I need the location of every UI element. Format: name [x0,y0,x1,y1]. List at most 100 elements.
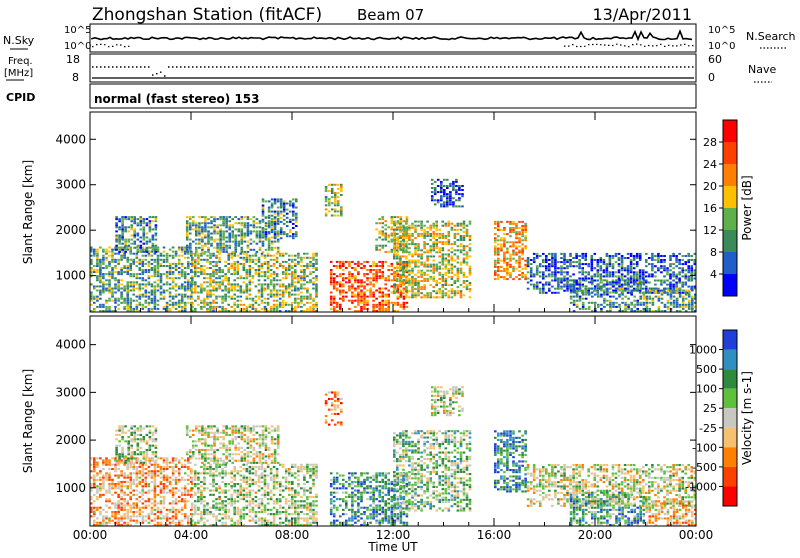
echo-cell [274,221,277,223]
echo-cell [300,265,303,267]
echo-cell [243,281,246,283]
echo-cell [339,308,342,310]
echo-cell [469,235,472,237]
echo-cell [337,202,340,204]
echo-cell [420,288,423,290]
echo-cell [123,265,126,267]
echo-cell [663,275,666,277]
echo-cell [140,237,143,239]
echo-cell [152,228,155,230]
echo-cell [194,275,197,277]
echo-cell [396,290,399,292]
echo-cell [405,290,408,292]
echo-cell [414,253,417,255]
echo-cell [417,253,420,255]
echo-cell [276,257,279,259]
echo-cell [203,259,206,261]
echo-cell [503,237,506,239]
echo-cell [111,464,114,466]
echo-cell [655,288,658,290]
echo-cell [197,259,200,261]
echo-cell [426,292,429,294]
echo-cell [213,241,216,243]
echo-cell [584,288,587,290]
echo-cell [649,292,652,294]
echo-cell [494,223,497,225]
echo-cell [372,292,375,294]
echo-cell [618,290,621,292]
echo-cell [194,300,197,302]
echo-cell [123,485,126,487]
echo-cell [102,487,105,489]
echo-cell [285,253,288,255]
date-label: 13/Apr/2011 [592,5,692,24]
echo-cell [402,292,405,294]
echo-cell [572,273,575,275]
echo-cell [93,483,96,485]
echo-cell [515,233,518,235]
echo-cell [175,304,178,306]
echo-cell [391,222,394,224]
echo-cell [682,290,685,292]
echo-cell [120,481,123,483]
echo-cell [291,259,294,261]
echo-cell [129,485,132,487]
count-tick-left-bottom: 10^0 [64,41,91,52]
echo-cell [294,285,297,287]
echo-cell [664,306,667,308]
echo-cell [169,466,172,468]
echo-cell [189,245,192,247]
echo-cell [258,259,261,261]
echo-cell [446,199,449,201]
echo-cell [339,283,342,285]
echo-cell [643,304,646,306]
echo-cell [303,273,306,275]
echo-cell [369,283,372,285]
echo-cell [512,266,515,268]
echo-cell [457,276,460,278]
echo-cell [570,296,573,298]
echo-cell [126,288,129,290]
echo-cell [136,507,139,509]
echo-cell [292,211,295,213]
echo-cell [283,215,286,217]
echo-cell [105,302,108,304]
echo-cell [114,261,117,263]
echo-cell [262,211,265,213]
echo-cell [297,288,300,290]
echo-cell [227,292,230,294]
echo-cell [609,255,612,257]
echo-cell [330,275,333,277]
echo-cell [216,233,219,235]
echo-cell [195,226,198,228]
echo-cell [406,216,409,218]
echo-cell [460,245,463,247]
echo-cell [333,306,336,308]
echo-cell [509,256,512,258]
echo-cell [136,265,139,267]
echo-cell [244,216,247,218]
echo-cell [612,292,615,294]
echo-cell [276,273,279,275]
echo-region [325,184,343,217]
echo-cell [524,268,527,270]
echo-cell [289,203,292,205]
echo-cell [300,277,303,279]
echo-cell [268,245,271,247]
echo-cell [249,306,252,308]
echo-cell [630,282,633,284]
echo-cell [154,483,157,485]
echo-cell [588,288,591,290]
echo-cell [658,300,661,302]
echo-cell [157,263,160,265]
echo-cell [240,296,243,298]
echo-cell [189,243,192,245]
echo-cell [175,517,178,519]
echo-cell [569,265,572,267]
echo-cell [233,302,236,304]
echo-cell [264,279,267,281]
echo-cell [442,276,445,278]
echo-cell [515,245,518,247]
echo-cell [262,219,265,221]
echo-cell [457,290,460,292]
